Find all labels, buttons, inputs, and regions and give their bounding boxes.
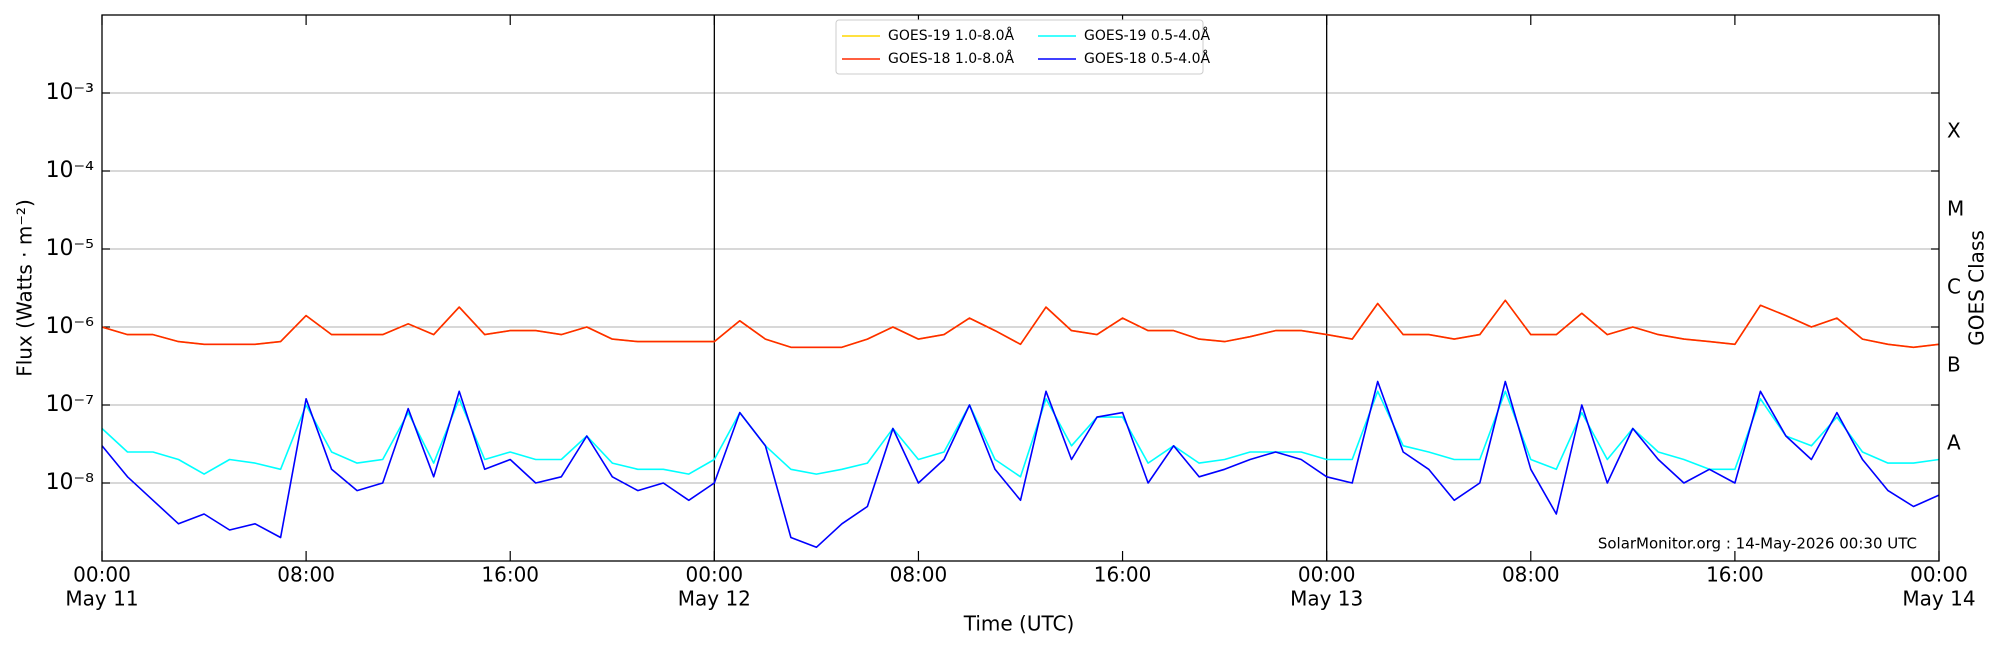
x-axis-label: Time (UTC) [963, 612, 1075, 636]
plot-frame [101, 14, 1940, 562]
y2-tick-label: M [1947, 197, 1964, 221]
x-date-label: May 12 [678, 587, 751, 611]
x-tick-label: 08:00 [1502, 563, 1560, 587]
x-tick-label: 16:00 [481, 563, 539, 587]
x-tick-label: 08:00 [890, 563, 948, 587]
legend-box [835, 19, 1204, 75]
plot-area [102, 15, 1939, 561]
x-tick-label: 00:00 [1910, 563, 1968, 587]
y2-tick-label: C [1947, 275, 1961, 299]
x-tick-label: 00:00 [73, 563, 131, 587]
y2-axis-label: GOES Class [1965, 230, 1989, 346]
x-date-label: May 11 [65, 587, 138, 611]
x-tick-label: 00:00 [1298, 563, 1356, 587]
x-tick-label: 08:00 [277, 563, 335, 587]
y2-tick-label: X [1947, 119, 1961, 143]
x-date-label: May 13 [1290, 587, 1363, 611]
x-date-label: May 14 [1902, 587, 1975, 611]
legend-label: GOES-18 0.5-4.0Å [1084, 50, 1210, 67]
annotation: SolarMonitor.org : 14-May-2026 00:30 UTC [1598, 535, 1917, 553]
legend-label: GOES-19 1.0-8.0Å [888, 27, 1014, 44]
x-tick-label: 00:00 [686, 563, 744, 587]
legend-label: GOES-19 0.5-4.0Å [1084, 27, 1210, 44]
series-line [102, 380, 1939, 549]
y-tick-label: 10⁻⁴ [46, 158, 95, 183]
y-tick-label: 10⁻⁷ [46, 392, 94, 417]
y-tick-label: 10⁻⁶ [46, 314, 95, 339]
series-line [102, 299, 1939, 349]
x-tick-label: 16:00 [1094, 563, 1152, 587]
y-tick-label: 10⁻⁵ [46, 236, 94, 261]
x-tick-label: 16:00 [1706, 563, 1764, 587]
y2-tick-label: A [1947, 431, 1961, 455]
y-tick-label: 10⁻³ [46, 80, 94, 105]
y-tick-label: 10⁻⁸ [46, 470, 95, 495]
y2-tick-label: B [1947, 353, 1961, 377]
legend-label: GOES-18 1.0-8.0Å [888, 50, 1014, 67]
y-axis-label: Flux (Watts · m⁻²) [13, 199, 37, 377]
